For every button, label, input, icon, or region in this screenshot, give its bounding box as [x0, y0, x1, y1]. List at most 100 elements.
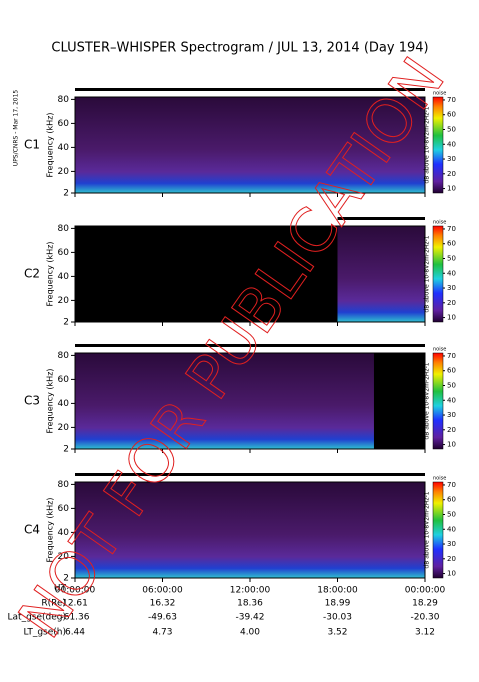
x-tick-label: 00:00:00	[55, 586, 96, 596]
colorbar-tick-label: 30	[447, 284, 456, 292]
colorbar-tick-label: 10	[447, 441, 456, 449]
colorbar-label: dB above 10-8V2m-2Hz-1	[424, 106, 431, 183]
panel-label: C4	[24, 523, 40, 537]
ephemeris-value: 16.32	[150, 599, 176, 609]
colorbar	[432, 96, 444, 194]
ephemeris-value: -49.63	[148, 613, 177, 623]
y-tick-label: 60	[58, 248, 70, 258]
spectrogram-data	[337, 226, 425, 322]
ephemeris-value: 4.73	[152, 628, 172, 638]
colorbar-tick-label: 20	[447, 170, 456, 178]
colorbar-tick-label: 60	[447, 367, 456, 375]
colorbar-tick-label: 70	[447, 352, 456, 360]
colorbar	[432, 352, 444, 450]
colorbar-tick-label: 50	[447, 125, 456, 133]
x-tick-label: 12:00:00	[230, 586, 271, 596]
y-tick-label: 60	[58, 504, 70, 514]
ephemeris-label: LT_gse(h)	[24, 628, 66, 638]
colorbar-tick-label: 20	[447, 299, 456, 307]
y-tick-label: 20	[58, 296, 70, 306]
y-tick-label: 40	[58, 143, 70, 153]
ephemeris-value: 3.12	[415, 628, 435, 638]
y-tick-label: 2	[63, 189, 69, 199]
y-tick-label: 2	[63, 445, 69, 455]
colorbar	[432, 481, 444, 579]
availability-bar	[75, 473, 425, 476]
panel-label: C3	[24, 394, 40, 408]
ephemeris-label: Lat_gse(deg)	[8, 613, 66, 623]
y-tick-label: 80	[58, 224, 70, 234]
spectrogram-data	[75, 482, 425, 578]
colorbar-tick-label: 10	[447, 185, 456, 193]
ephemeris-value: 18.29	[412, 599, 438, 609]
colorbar-tick-label: 10	[447, 314, 456, 322]
colorbar-tick-label: 20	[447, 426, 456, 434]
colorbar-tick-label: 50	[447, 381, 456, 389]
y-tick-label: 80	[58, 351, 70, 361]
colorbar-tick-label: 70	[447, 96, 456, 104]
colorbar-note: noise	[433, 476, 446, 482]
colorbar-tick-label: 60	[447, 111, 456, 119]
colorbar-tick-label: 50	[447, 254, 456, 262]
x-tick-label: 18:00:00	[317, 586, 358, 596]
colorbar-tick-label: 10	[447, 570, 456, 578]
colorbar-tick-label: 30	[447, 155, 456, 163]
colorbar-tick-label: 20	[447, 555, 456, 563]
ephemeris-value: -39.42	[235, 613, 264, 623]
ephemeris-value: -30.03	[323, 613, 352, 623]
colorbar-tick-label: 30	[447, 540, 456, 548]
colorbar-tick-label: 40	[447, 140, 456, 148]
availability-bar	[75, 88, 425, 91]
y-tick-label: 80	[58, 480, 70, 490]
y-tick-label: 40	[58, 528, 70, 538]
y-tick-label: 20	[58, 423, 70, 433]
colorbar-tick-label: 50	[447, 510, 456, 518]
colorbar-tick-label: 60	[447, 240, 456, 248]
colorbar-tick-label: 70	[447, 225, 456, 233]
title: CLUSTER–WHISPER Spectrogram / JUL 13, 20…	[51, 41, 428, 56]
y-axis-label: Frequency (kHz)	[46, 369, 55, 434]
panel-label: C2	[24, 267, 40, 281]
colorbar-tick-label: 70	[447, 481, 456, 489]
panel-label: C1	[24, 138, 40, 152]
y-axis-label: Frequency (kHz)	[46, 498, 55, 563]
ephemeris-value: 12.61	[62, 599, 88, 609]
availability-bar	[75, 344, 425, 347]
x-tick-label: 00:00:00	[405, 586, 446, 596]
y-tick-label: 20	[58, 167, 70, 177]
y-tick-label: 60	[58, 375, 70, 385]
colorbar-label: dB above 10-8V2m-2Hz-1	[424, 362, 431, 439]
colorbar	[432, 225, 444, 323]
ephemeris-value: 18.36	[237, 599, 263, 609]
ephemeris-label: UT	[54, 584, 67, 594]
ephemeris-value: -20.30	[410, 613, 439, 623]
colorbar-tick-label: 30	[447, 411, 456, 419]
y-tick-label: 2	[63, 318, 69, 328]
colorbar-tick-label: 40	[447, 396, 456, 404]
credit: UPS/CNRS - Mar 17, 2015	[13, 90, 20, 167]
colorbar-tick-label: 60	[447, 496, 456, 504]
colorbar-label: dB above 10-8V2m-2Hz-1	[424, 235, 431, 312]
y-tick-label: 40	[58, 399, 70, 409]
y-axis-label: Frequency (kHz)	[46, 113, 55, 178]
ephemeris-value: 4.00	[240, 628, 260, 638]
ephemeris-label: R(Re)	[41, 599, 66, 609]
spectrogram-data	[75, 353, 374, 449]
y-axis-label: Frequency (kHz)	[46, 242, 55, 307]
y-tick-label: 80	[58, 95, 70, 105]
ephemeris-value: 18.99	[325, 599, 351, 609]
ephemeris-value: 3.52	[327, 628, 347, 638]
colorbar-tick-label: 40	[447, 269, 456, 277]
y-tick-label: 40	[58, 272, 70, 282]
y-tick-label: 2	[63, 574, 69, 584]
colorbar-label: dB above 10-8V2m-2Hz-1	[424, 491, 431, 568]
ephemeris-value: 6.44	[65, 628, 85, 638]
colorbar-note: noise	[433, 347, 446, 353]
ephemeris-value: -61.36	[60, 613, 89, 623]
colorbar-note: noise	[433, 91, 446, 97]
colorbar-note: noise	[433, 220, 446, 226]
spectrogram-data	[75, 97, 425, 193]
colorbar-tick-label: 40	[447, 525, 456, 533]
y-tick-label: 60	[58, 119, 70, 129]
